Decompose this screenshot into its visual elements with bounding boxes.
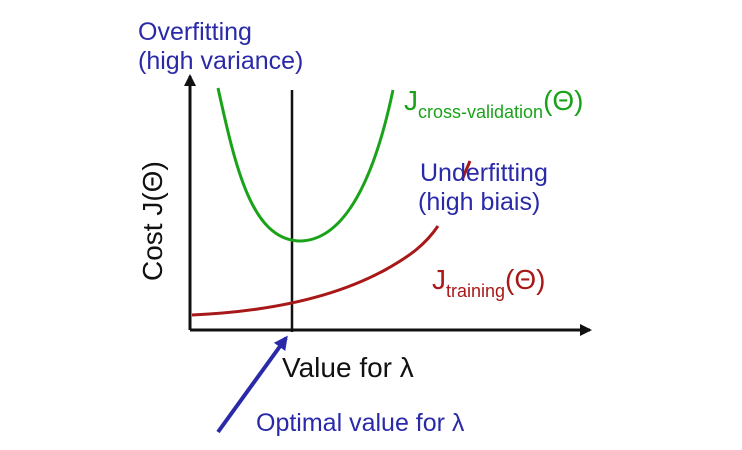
- optimal-value-label: Optimal value for λ: [256, 409, 465, 437]
- optimal-pointer-arrow: [216, 335, 288, 434]
- cross-validation-curve: [216, 87, 395, 243]
- cv-label-main: J: [404, 85, 418, 116]
- cv-label-suffix: (Θ): [543, 85, 583, 116]
- y-axis-label: Cost J(Θ): [137, 161, 168, 281]
- training-label: Jtraining(Θ): [432, 264, 545, 301]
- training-label-suffix: (Θ): [505, 264, 545, 295]
- x-axis-label: Value for λ: [282, 352, 414, 383]
- cv-label-subscript: cross-validation: [418, 102, 543, 122]
- overfitting-title: Overfitting: [138, 18, 252, 46]
- underfitting-note: (high biais): [418, 188, 540, 216]
- training-label-main: J: [432, 264, 446, 295]
- training-label-subscript: training: [446, 281, 505, 301]
- overfitting-note: (high variance): [138, 47, 303, 75]
- training-curve: [191, 225, 440, 317]
- training-curve-tail: [460, 160, 472, 181]
- cross-validation-label: Jcross-validation(Θ): [404, 85, 584, 122]
- underfitting-title: Underfitting: [420, 159, 548, 187]
